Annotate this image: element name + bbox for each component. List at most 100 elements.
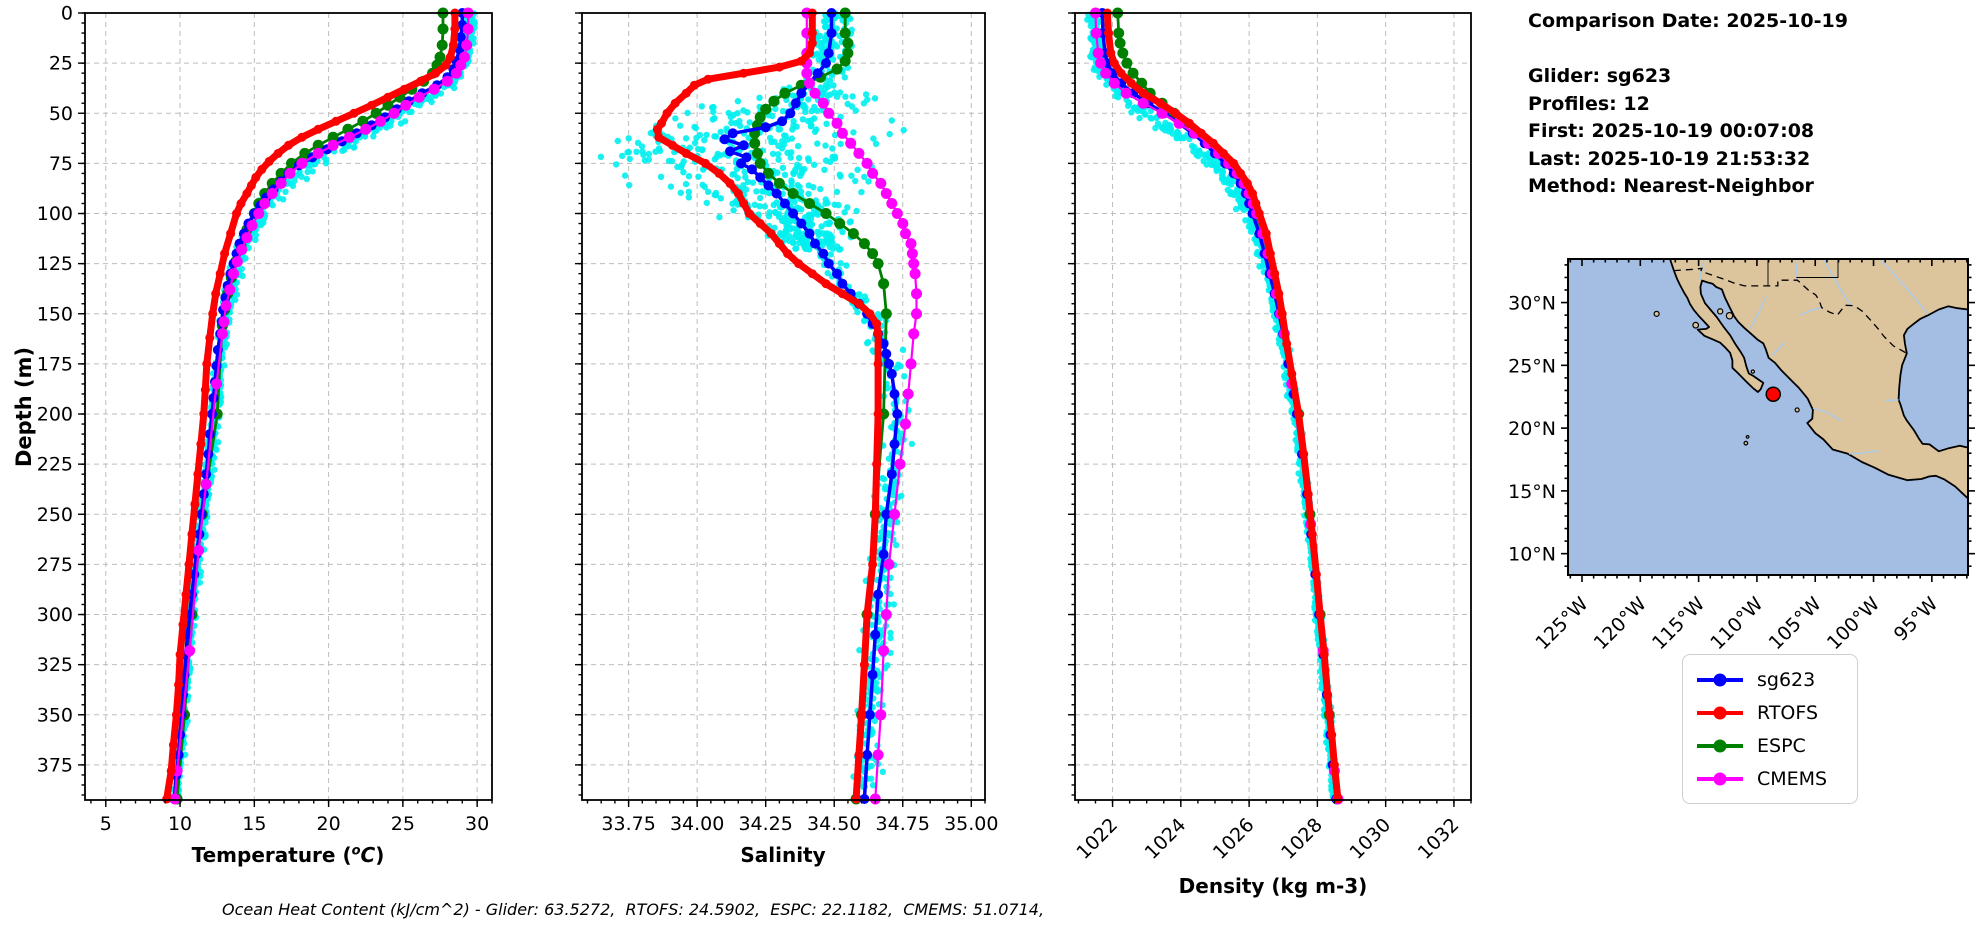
legend: sg623 RTOFS ESPC CMEMS	[1682, 654, 1858, 804]
svg-text:1028: 1028	[1277, 814, 1327, 864]
svg-text:34.25: 34.25	[738, 813, 792, 835]
ocean-heat-content-caption: Ocean Heat Content (kJ/cm^2) - Glider: 6…	[221, 900, 1045, 919]
svg-text:34.75: 34.75	[876, 813, 930, 835]
svg-text:1024: 1024	[1141, 814, 1191, 864]
tick-labels: 5 10 15 20 25 3002550751001251501752002252502…	[37, 3, 490, 836]
svg-text:30: 30	[465, 813, 489, 835]
first-time-line: First: 2025-10-19 00:07:08	[1528, 120, 1815, 142]
svg-text:1032: 1032	[1414, 814, 1464, 864]
svg-text:25°N: 25°N	[1508, 355, 1556, 377]
river	[1848, 450, 1880, 455]
river	[1771, 342, 1786, 356]
salinity-axis-label: Salinity	[740, 843, 826, 867]
espc-line-swatch	[1697, 739, 1743, 752]
island	[1794, 407, 1800, 413]
series-RTOFS	[652, 8, 883, 804]
series-CMEMS	[169, 7, 474, 805]
svg-text:150: 150	[37, 303, 73, 325]
legend-label: CMEMS	[1757, 767, 1828, 790]
profiles-line: Profiles: 12	[1528, 92, 1650, 115]
island	[1745, 434, 1750, 439]
river	[1822, 259, 1852, 306]
svg-text:110°W: 110°W	[1706, 593, 1767, 654]
cmems-line-swatch	[1697, 772, 1743, 785]
svg-text:33.75: 33.75	[601, 813, 655, 835]
svg-text:250: 250	[37, 504, 73, 526]
svg-text:95°W: 95°W	[1890, 593, 1943, 646]
metadata-text-block: Comparison Date: 2025-10-19 Glider: sg62…	[1528, 8, 1848, 201]
svg-text:125: 125	[37, 253, 73, 275]
svg-text:5: 5	[100, 813, 112, 835]
legend-item-cmems: CMEMS	[1697, 762, 1843, 795]
series-RTOFS	[1102, 8, 1343, 804]
depth-axis-label: Depth (m)	[12, 346, 36, 468]
degree-superscript: o	[351, 843, 361, 859]
temp-panel: 5 10 15 20 25 3002550751001251501752002252502…	[37, 3, 493, 836]
glider-line: Glider: sg623	[1528, 65, 1672, 87]
svg-text:105°W: 105°W	[1765, 593, 1826, 654]
rtofs-marker-dot	[1713, 706, 1727, 719]
rtofs-line-swatch	[1697, 706, 1743, 719]
svg-text:30°N: 30°N	[1508, 293, 1556, 315]
svg-text:125°W: 125°W	[1531, 593, 1592, 654]
svg-text:100: 100	[37, 203, 73, 225]
location-map: 30°N 25°N 20°N 15°N 10°N 125°W120°W115°W110°W…	[1508, 258, 1975, 654]
svg-text:75: 75	[49, 153, 73, 175]
svg-text:34.50: 34.50	[807, 813, 861, 835]
temperature-axis-label: Temperature (oC)	[138, 843, 438, 867]
river	[1699, 259, 1706, 281]
legend-item-sg623: sg623	[1697, 663, 1843, 696]
svg-text:325: 325	[37, 654, 73, 676]
tick-labels: 33.75 34.00 34.25 34.50 34.75 35.00	[601, 813, 998, 835]
svg-text:1030: 1030	[1345, 814, 1395, 864]
legend-label: sg623	[1757, 668, 1816, 691]
temperature-axis-label-close: )	[375, 843, 385, 867]
svg-text:20: 20	[317, 813, 341, 835]
tick-labels: 1022 1024 1026 1028 1030 1032	[1072, 814, 1463, 864]
dens-panel: 1022 1024 1026 1028 1030 1032	[1068, 7, 1472, 864]
svg-text:200: 200	[37, 404, 73, 426]
method-line: Method: Nearest-Neighbor	[1528, 175, 1814, 197]
us-mexico-border	[1673, 267, 1908, 354]
density-axis-label: Density (kg m-3)	[1178, 874, 1368, 898]
island	[1692, 321, 1700, 329]
series-CMEMS	[801, 7, 922, 805]
state-border	[1796, 259, 1839, 278]
legend-item-rtofs: RTOFS	[1697, 696, 1843, 729]
temperature-axis-label-text: Temperature (	[191, 843, 352, 867]
svg-text:10: 10	[168, 813, 192, 835]
last-time-line: Last: 2025-10-19 21:53:32	[1528, 147, 1811, 170]
river	[1799, 306, 1822, 316]
island	[1750, 369, 1756, 374]
svg-text:15°N: 15°N	[1508, 481, 1556, 503]
river	[1794, 259, 1799, 281]
svg-text:120°W: 120°W	[1590, 593, 1651, 654]
mexico-landmass	[1669, 259, 1968, 500]
sg623-marker-dot	[1713, 673, 1727, 686]
legend-label: ESPC	[1757, 734, 1806, 757]
svg-text:275: 275	[37, 554, 73, 576]
svg-text:34.00: 34.00	[670, 813, 724, 835]
svg-text:115°W: 115°W	[1648, 593, 1709, 654]
svg-text:35.00: 35.00	[944, 813, 998, 835]
svg-text:15: 15	[242, 813, 266, 835]
island	[1725, 311, 1734, 320]
svg-text:1022: 1022	[1072, 814, 1122, 864]
island	[1716, 308, 1724, 315]
glider-position-marker	[1765, 386, 1781, 402]
island	[1653, 310, 1660, 317]
legend-label: RTOFS	[1757, 701, 1819, 724]
legend-item-espc: ESPC	[1697, 729, 1843, 762]
spacer	[1528, 36, 1848, 64]
svg-text:375: 375	[37, 754, 73, 776]
cmems-marker-dot	[1713, 772, 1727, 785]
svg-text:10°N: 10°N	[1508, 544, 1556, 566]
ticks	[1068, 12, 1472, 807]
svg-text:225: 225	[37, 454, 73, 476]
svg-text:25: 25	[49, 53, 73, 75]
sal-panel: 33.75 34.00 34.25 34.50 34.75 35.00	[575, 7, 998, 835]
svg-text:50: 50	[49, 103, 73, 125]
espc-marker-dot	[1713, 739, 1727, 752]
comparison-date-line: Comparison Date: 2025-10-19	[1528, 10, 1848, 32]
